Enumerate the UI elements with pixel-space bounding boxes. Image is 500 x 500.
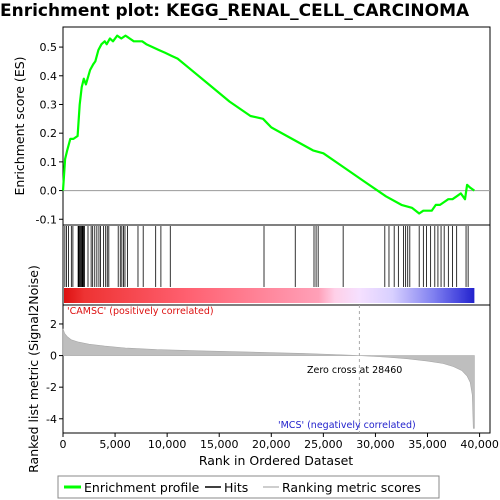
negative-correlation-label: 'MCS' (negatively correlated) [278, 420, 416, 431]
legend-label-hits: Hits [224, 480, 248, 495]
hit-markers [64, 226, 469, 287]
correlation-heat-bar [64, 288, 475, 303]
enrichment-profile-line [61, 34, 476, 215]
ranking-tick-label: 2 [50, 318, 57, 331]
es-tick-label: 0.4 [40, 70, 58, 83]
x-tick-label: 30,000 [356, 438, 395, 451]
ranking-tick-label: 0 [50, 350, 57, 363]
es-tick-label: 0.5 [40, 41, 58, 54]
x-tick-label: 5,000 [99, 438, 131, 451]
es-panel-frame [62, 26, 491, 226]
es-axis-label: Enrichment score (ES) [12, 56, 27, 195]
x-tick-label: 20,000 [252, 438, 291, 451]
ranking-metric-area [62, 305, 475, 433]
x-tick-label: 40,000 [460, 438, 499, 451]
es-tick-label: 0.3 [40, 98, 58, 111]
x-tick-label: 35,000 [408, 438, 447, 451]
x-tick-label: 25,000 [304, 438, 343, 451]
es-tick-label: 0.2 [40, 127, 58, 140]
ranking-metric-series [62, 328, 475, 429]
chart-title: Enrichment plot: KEGG_RENAL_CELL_CARCINO… [0, 1, 470, 21]
x-tick-label: 0 [60, 438, 67, 451]
heat-bar-fill [64, 288, 475, 303]
ranking-panel-frame [62, 304, 491, 434]
es-tick-label: 0.0 [40, 185, 58, 198]
x-tick-label: 10,000 [148, 438, 187, 451]
ranking-axis-label: Ranked list metric (Signal2Noise) [26, 265, 41, 473]
es-tick-label: 0.1 [40, 156, 58, 169]
x-axis-label: Rank in Ordered Dataset [199, 453, 353, 468]
positive-correlation-label: 'CAMSC' (positively correlated) [67, 306, 214, 317]
rank-x-axis: 0 5,000 10,000 15,000 20,000 25,000 30,000 35,0… [60, 433, 499, 451]
legend: Enrichment profile Hits Ranking metric s… [57, 475, 440, 499]
legend-label-ranking-metric: Ranking metric scores [282, 480, 421, 495]
legend-label-enrichment-profile: Enrichment profile [84, 480, 200, 495]
es-tick-label: -0.1 [36, 213, 57, 226]
ranking-tick-label: -2 [46, 381, 57, 394]
zero-cross-label: Zero cross at 28460 [307, 365, 402, 376]
enrichment-profile-series [61, 34, 476, 215]
ranking-tick-label: -4 [46, 413, 57, 426]
ranking-y-axis: -4 -2 0 2 [46, 318, 63, 426]
x-tick-label: 15,000 [200, 438, 239, 451]
es-y-axis: -0.1 0.0 0.1 0.2 0.3 0.4 0.5 [36, 41, 63, 226]
